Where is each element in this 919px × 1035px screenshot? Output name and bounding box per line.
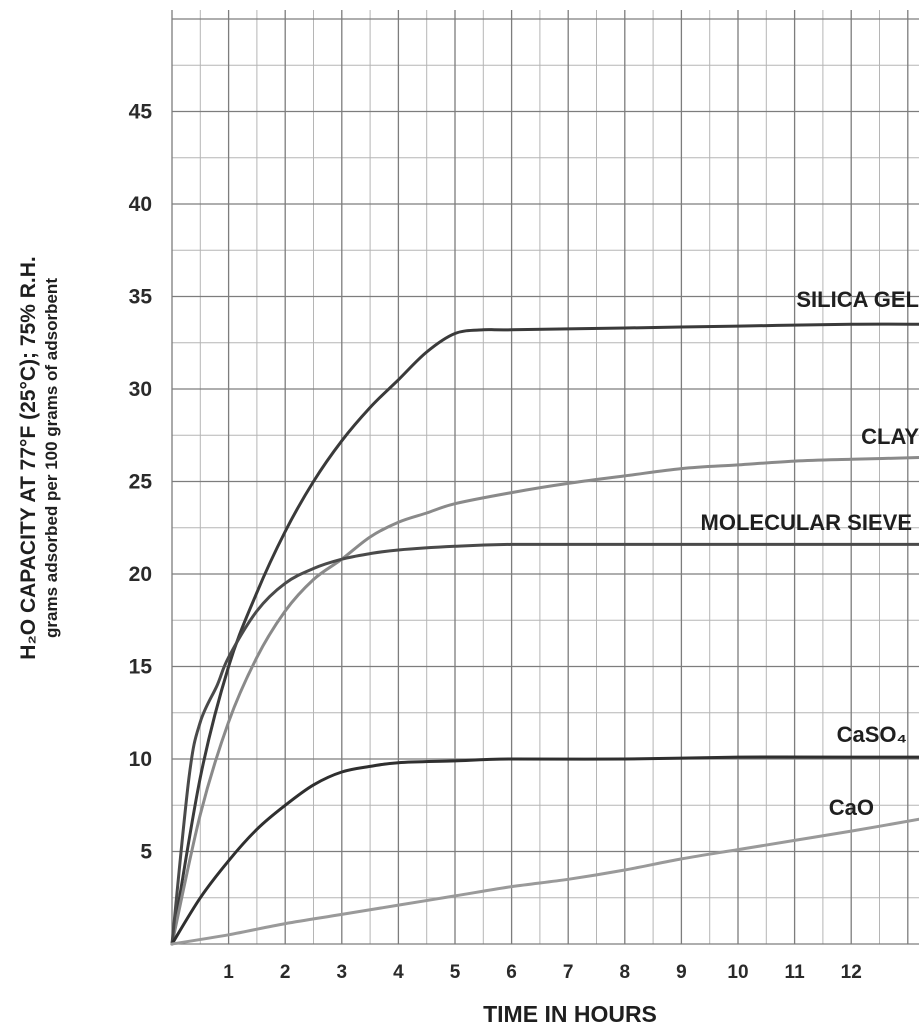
x-axis-label: TIME IN HOURS bbox=[483, 1001, 657, 1027]
series-label-silica-gel: SILICA GEL bbox=[796, 287, 919, 312]
x-tick-label: 1 bbox=[223, 962, 234, 983]
x-tick-label: 2 bbox=[280, 962, 291, 983]
x-tick-labels: 1 2 3 4 5 6 7 8 9 10 11 12 bbox=[223, 962, 861, 983]
x-tick-label: 5 bbox=[450, 962, 461, 983]
series-label-caso4: CaSO₄ bbox=[837, 722, 907, 747]
series-line-clay bbox=[170, 456, 919, 946]
y-tick-label: 35 bbox=[129, 286, 153, 309]
series-line-cao bbox=[170, 817, 919, 946]
x-tick-label: 11 bbox=[785, 962, 806, 983]
y-tick-label: 30 bbox=[129, 378, 152, 401]
y-tick-label: 25 bbox=[129, 471, 153, 494]
y-axis-label: H₂O CAPACITY AT 77°F (25°C); 75% R.H. bbox=[17, 256, 40, 659]
x-tick-label: 7 bbox=[563, 962, 574, 983]
y-tick-label: 5 bbox=[140, 841, 152, 864]
y-tick-label: 40 bbox=[129, 193, 152, 216]
series-label-molecular-sieve: MOLECULAR SIEVE bbox=[701, 510, 912, 535]
y-tick-label: 10 bbox=[129, 748, 152, 771]
series-label-clay: CLAY bbox=[861, 424, 919, 449]
y-tick-labels: 5 10 15 20 25 30 35 40 45 bbox=[129, 101, 153, 864]
series-line-caso bbox=[170, 755, 919, 946]
grid-major bbox=[171, 10, 919, 945]
y-tick-label: 20 bbox=[129, 563, 152, 586]
x-tick-label: 10 bbox=[727, 962, 748, 983]
series-line-silica-gel bbox=[170, 322, 919, 946]
series-lines bbox=[170, 322, 919, 946]
y-tick-label: 45 bbox=[129, 101, 153, 124]
y-tick-label: 15 bbox=[129, 656, 153, 679]
x-tick-label: 3 bbox=[337, 962, 348, 983]
series-label-cao: CaO bbox=[829, 795, 874, 820]
x-tick-label: 6 bbox=[506, 962, 517, 983]
x-tick-label: 8 bbox=[620, 962, 631, 983]
grid-minor bbox=[172, 10, 919, 944]
y-axis-sublabel: grams adsorbed per 100 grams of adsorben… bbox=[42, 278, 61, 638]
x-tick-label: 9 bbox=[676, 962, 687, 983]
x-tick-label: 4 bbox=[393, 962, 404, 983]
series-line-molecular-sieve bbox=[170, 542, 919, 946]
x-tick-label: 12 bbox=[841, 962, 862, 983]
